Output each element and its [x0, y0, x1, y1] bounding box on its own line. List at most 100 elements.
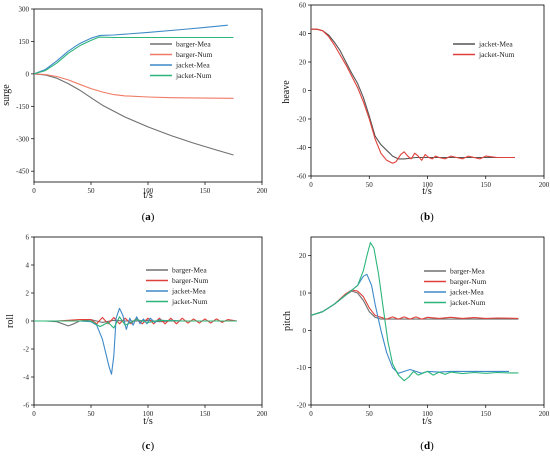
- x-tick-label: 100: [422, 181, 433, 189]
- series-line-barger-num: [34, 316, 237, 325]
- y-tick-label: 2: [26, 290, 30, 298]
- legend-label: barger-Num: [172, 276, 209, 285]
- x-tick-label: 0: [32, 410, 36, 418]
- x-tick-label: 100: [143, 187, 154, 195]
- legend-label: jacket-Mea: [171, 287, 206, 296]
- x-tick-label: 200: [257, 410, 268, 418]
- x-tick-label: 200: [539, 410, 550, 418]
- panel-d: 0 50 100 150 200 -20 -10 0 10 20 barger-Meabarger…: [282, 236, 550, 452]
- y-tick-label: 10: [299, 290, 307, 298]
- series-lines: [310, 242, 519, 382]
- panel-letter: c: [146, 440, 151, 452]
- panel-letter: b: [424, 211, 430, 223]
- x-axis-label: t/s: [422, 186, 432, 197]
- series-line-jacket-num: [311, 28, 515, 164]
- x-tick-label: 200: [539, 181, 550, 189]
- series-lines: [33, 24, 234, 156]
- series-line-barger-mea: [310, 290, 519, 320]
- legend-label: barger-Num: [450, 277, 487, 286]
- panel-label: (b): [420, 211, 434, 223]
- x-axis-label: t/s: [143, 190, 153, 201]
- x-tick-label: 100: [143, 410, 154, 418]
- series-line-jacket-num: [33, 36, 234, 75]
- y-axis-label: heave: [281, 80, 292, 104]
- y-axis-label: roll: [5, 314, 16, 328]
- y-tick-label: 20: [299, 252, 307, 260]
- legend-label: barger-Mea: [450, 267, 485, 276]
- x-tick-label: 50: [88, 410, 96, 418]
- plot-frame: [310, 236, 545, 406]
- series-line-jacket-num: [310, 242, 519, 382]
- legend-label: jacket-Num: [175, 71, 212, 80]
- y-tick-label: -60: [297, 173, 307, 181]
- series-lines: [311, 28, 515, 164]
- x-tick-label: 50: [366, 410, 374, 418]
- panel-label: (d): [420, 440, 434, 452]
- legend-label: jacket-Mea: [175, 61, 210, 70]
- panel-c: 0 50 100 150 200 -6 -4 -2 0 2 4 6 barger-Meabarger-…: [5, 234, 268, 453]
- x-tick-label: 150: [481, 410, 492, 418]
- panel-letter: a: [145, 211, 151, 223]
- y-tick-label: 40: [299, 30, 307, 38]
- y-tick-label: 4: [26, 262, 30, 270]
- y-tick-label: 150: [19, 38, 30, 46]
- y-tick-label: 20: [299, 59, 307, 67]
- axis-ticks: 0 50 100 150 200 -60 -40 -20 0 20 40 60: [297, 2, 550, 190]
- x-tick-label: 150: [200, 410, 211, 418]
- y-axis-label: pitch: [282, 311, 293, 331]
- panel-label: (a): [142, 211, 155, 223]
- y-tick-label: -20: [297, 402, 307, 410]
- axis-ticks: 0 50 100 150 200 -450 -300 -150 0 150 300: [16, 6, 268, 196]
- y-tick-label: -10: [297, 364, 307, 372]
- series-lines: [34, 307, 237, 375]
- panel-letter: d: [424, 440, 430, 452]
- plot-frame: [310, 4, 545, 177]
- axis-ticks: 0 50 100 150 200 -6 -4 -2 0 2 4 6: [23, 234, 268, 419]
- y-axis-label: surge: [1, 84, 12, 106]
- y-tick-label: 0: [26, 318, 30, 326]
- panel-label: (c): [142, 440, 155, 452]
- y-tick-label: 0: [303, 327, 307, 335]
- axis-ticks: 0 50 100 150 200 -20 -10 0 10 20: [297, 252, 550, 418]
- legend-label: barger-Mea: [172, 266, 207, 275]
- x-tick-label: 0: [309, 181, 313, 189]
- panel-a: 0 50 100 150 200 -450 -300 -150 0 150 300 barger-M…: [1, 6, 268, 224]
- x-axis-label: t/s: [422, 416, 432, 427]
- x-tick-label: 50: [366, 181, 374, 189]
- legend-label: jacket-Num: [171, 297, 208, 306]
- x-tick-label: 0: [32, 187, 36, 195]
- legend-label: jacket-Num: [449, 298, 486, 307]
- x-tick-label: 150: [200, 187, 211, 195]
- series-line-barger-num: [310, 289, 519, 320]
- x-axis-label: t/s: [143, 416, 153, 427]
- legend-label: jacket-Num: [478, 50, 515, 59]
- x-tick-label: 200: [257, 187, 268, 195]
- y-tick-label: -300: [16, 135, 29, 143]
- series-line-jacket-mea: [33, 24, 228, 75]
- series-line-barger-num: [33, 73, 234, 99]
- y-tick-label: -4: [23, 374, 29, 382]
- x-tick-label: 100: [422, 410, 433, 418]
- y-tick-label: -40: [297, 144, 307, 152]
- panel-b: 0 50 100 150 200 -60 -40 -20 0 20 40 60 jacket-Meaj…: [281, 2, 550, 224]
- x-tick-label: 0: [309, 410, 313, 418]
- y-tick-label: 300: [19, 6, 30, 14]
- series-line-jacket-num: [34, 316, 237, 329]
- y-tick-label: 0: [303, 87, 307, 95]
- y-tick-label: -450: [16, 168, 29, 176]
- y-tick-label: -2: [23, 346, 29, 354]
- y-tick-label: -6: [23, 402, 29, 410]
- legend-label: jacket-Mea: [449, 288, 484, 297]
- x-tick-label: 50: [88, 187, 96, 195]
- y-tick-label: 6: [26, 234, 30, 242]
- y-tick-label: 0: [26, 70, 30, 78]
- y-tick-label: -20: [297, 116, 307, 124]
- legend-label: barger-Num: [176, 50, 213, 59]
- series-line-jacket-mea: [311, 28, 515, 160]
- y-tick-label: 60: [299, 2, 307, 10]
- x-tick-label: 150: [481, 181, 492, 189]
